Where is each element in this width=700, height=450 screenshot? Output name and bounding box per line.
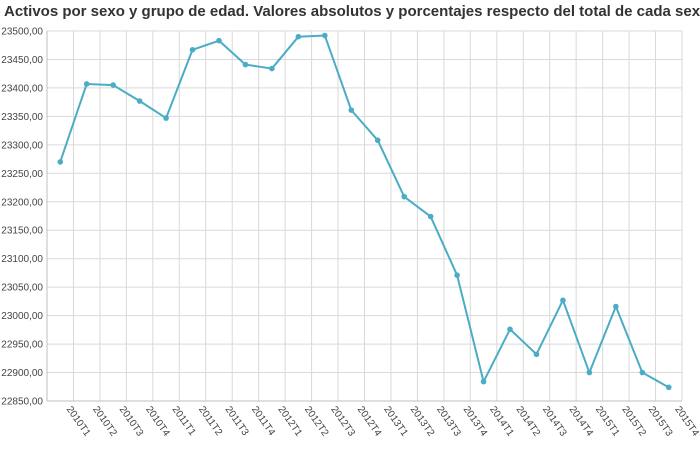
data-point[interactable] bbox=[322, 32, 328, 39]
data-point[interactable] bbox=[189, 46, 196, 53]
x-tick-label: 2011T4 bbox=[249, 404, 277, 438]
data-point[interactable] bbox=[348, 107, 355, 113]
x-tick-label: 2015T4 bbox=[672, 404, 700, 438]
x-tick-label: 2014T4 bbox=[566, 404, 595, 438]
y-tick-label: 23450,00 bbox=[1, 55, 43, 66]
series-layer bbox=[57, 32, 672, 391]
x-tick-label: 2010T2 bbox=[90, 404, 119, 438]
x-tick-label: 2014T1 bbox=[487, 404, 516, 438]
x-tick-label: 2012T4 bbox=[355, 404, 384, 438]
y-tick-label: 22900,00 bbox=[1, 368, 43, 379]
x-tick-label: 2013T2 bbox=[408, 404, 437, 438]
y-tick-label: 23350,00 bbox=[1, 112, 43, 123]
y-tick-label: 23300,00 bbox=[1, 140, 43, 151]
y-tick-label: 23200,00 bbox=[1, 197, 43, 208]
x-tick-label: 2011T2 bbox=[196, 404, 224, 438]
x-tick-label: 2010T4 bbox=[143, 404, 172, 438]
y-axis-labels: 23500,00 23450,00 23400,00 23350,00 23300,00… bbox=[1, 27, 43, 408]
data-point[interactable] bbox=[269, 65, 275, 72]
data-point[interactable] bbox=[454, 272, 460, 279]
x-tick-label: 2013T1 bbox=[381, 404, 410, 438]
series-line bbox=[59, 34, 670, 389]
x-axis-labels: 2010T12010T22010T32010T42011T12011T22011… bbox=[64, 404, 700, 438]
data-point[interactable] bbox=[110, 82, 116, 88]
y-tick-label: 23150,00 bbox=[1, 226, 43, 237]
data-point[interactable] bbox=[480, 378, 487, 385]
y-tick-label: 23500,00 bbox=[1, 27, 43, 38]
data-point[interactable] bbox=[163, 115, 169, 121]
x-tick-label: 2012T1 bbox=[275, 404, 304, 438]
x-tick-label: 2011T1 bbox=[170, 404, 198, 438]
y-tick-label: 23250,00 bbox=[1, 169, 43, 180]
x-tick-label: 2014T2 bbox=[514, 404, 543, 438]
x-tick-label: 2011T3 bbox=[223, 404, 251, 438]
data-point[interactable] bbox=[613, 303, 619, 310]
data-point[interactable] bbox=[136, 98, 143, 104]
data-point[interactable] bbox=[665, 384, 672, 391]
x-tick-label: 2012T3 bbox=[328, 404, 357, 438]
x-tick-label: 2014T3 bbox=[540, 404, 569, 438]
x-tick-label: 2015T1 bbox=[593, 404, 622, 438]
grid-layer bbox=[46, 30, 683, 402]
x-tick-label: 2013T3 bbox=[434, 404, 463, 438]
chart-title: Activos por sexo y grupo de edad. Valore… bbox=[4, 3, 700, 20]
x-tick-label: 2013T4 bbox=[461, 404, 490, 438]
y-tick-label: 22950,00 bbox=[1, 340, 43, 351]
data-point[interactable] bbox=[83, 81, 90, 87]
y-tick-label: 23400,00 bbox=[1, 83, 43, 94]
y-tick-label: 23100,00 bbox=[1, 254, 43, 265]
data-point[interactable] bbox=[242, 61, 249, 68]
x-tick-label: 2010T3 bbox=[117, 404, 146, 438]
y-tick-label: 23000,00 bbox=[1, 311, 43, 322]
data-point[interactable] bbox=[533, 351, 540, 358]
data-point[interactable] bbox=[507, 326, 513, 333]
data-point[interactable] bbox=[639, 369, 646, 376]
data-point[interactable] bbox=[586, 369, 593, 376]
data-point[interactable] bbox=[401, 193, 407, 200]
data-point[interactable] bbox=[427, 213, 434, 220]
data-point[interactable] bbox=[57, 159, 64, 165]
y-tick-label: 22850,00 bbox=[1, 397, 43, 408]
x-tick-label: 2015T2 bbox=[619, 404, 648, 438]
data-point[interactable] bbox=[295, 33, 302, 40]
data-point[interactable] bbox=[560, 297, 566, 304]
x-tick-label: 2010T1 bbox=[64, 404, 93, 438]
y-tick-label: 23050,00 bbox=[1, 283, 43, 294]
x-tick-label: 2015T3 bbox=[646, 404, 675, 438]
x-tick-label: 2012T2 bbox=[302, 404, 331, 438]
data-point[interactable] bbox=[216, 37, 222, 44]
data-point[interactable] bbox=[374, 137, 381, 144]
axis-layer bbox=[46, 31, 682, 402]
